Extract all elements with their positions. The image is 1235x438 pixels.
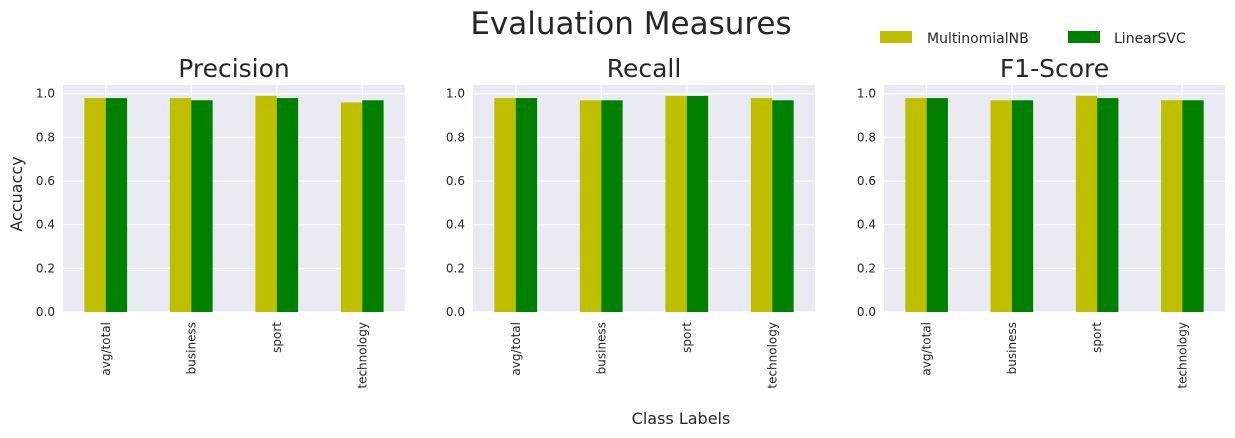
- y-tick-label: 0.2: [857, 261, 876, 275]
- bar-multinomialnb-business: [990, 100, 1012, 313]
- x-tick-label-business: business: [1005, 322, 1019, 374]
- legend-label-linearsvc: LinearSVC: [1114, 31, 1186, 47]
- panel-title: Recall: [607, 54, 682, 83]
- y-tick-label: 0.4: [36, 218, 55, 232]
- bar-linearsvc-avg-total: [515, 98, 538, 312]
- bar-multinomialnb-technology: [750, 98, 773, 312]
- bar-linearsvc-technology: [362, 100, 384, 313]
- y-tick-label: 0.8: [446, 130, 465, 144]
- y-tick-label: 1.0: [446, 87, 465, 101]
- y-tick-label: 0.0: [446, 305, 465, 319]
- x-tick-label-avg-total: avg/total: [509, 322, 523, 376]
- bar-multinomialnb-sport: [665, 95, 687, 313]
- y-tick-label: 0.0: [36, 305, 55, 319]
- x-axis-label: Class Labels: [632, 409, 731, 428]
- x-tick-label-avg-total: avg/total: [920, 322, 934, 376]
- x-tick-label-business: business: [594, 322, 608, 374]
- bar-linearsvc-avg-total: [926, 98, 948, 312]
- x-tick-label-sport: sport: [270, 322, 284, 353]
- panel-title: Precision: [178, 54, 290, 83]
- bar-multinomialnb-sport: [1075, 95, 1098, 313]
- bar-linearsvc-avg-total: [105, 98, 128, 312]
- bar-linearsvc-sport: [686, 95, 709, 313]
- bar-multinomialnb-avg-total: [905, 98, 927, 312]
- y-tick-label: 0.6: [446, 174, 465, 188]
- x-tick-label-business: business: [184, 322, 198, 374]
- legend-swatch-multinomialnb: [880, 31, 912, 43]
- bar-linearsvc-technology: [772, 100, 794, 313]
- panel-f1-score: 0.0 0.2 0.4 0.6 0.8 1.0 avg/total business sport…: [857, 54, 1225, 389]
- y-axis-label: Accuaccy: [7, 156, 26, 231]
- bar-linearsvc-business: [191, 100, 213, 313]
- bar-multinomialnb-business: [169, 98, 192, 312]
- bar-linearsvc-sport: [276, 98, 299, 312]
- bar-multinomialnb-technology: [340, 102, 363, 312]
- bar-linearsvc-sport: [1097, 98, 1119, 312]
- bar-multinomialnb-technology: [1161, 100, 1183, 313]
- y-tick-label: 1.0: [36, 87, 55, 101]
- bar-linearsvc-business: [601, 100, 623, 313]
- x-tick-label-technology: technology: [355, 322, 369, 389]
- x-tick-label-technology: technology: [765, 322, 779, 389]
- y-tick-label: 0.8: [857, 130, 876, 144]
- bar-multinomialnb-sport: [255, 95, 277, 313]
- y-tick-label: 0.4: [446, 218, 465, 232]
- x-tick-label-sport: sport: [1090, 322, 1104, 353]
- y-tick-label: 0.8: [36, 130, 55, 144]
- x-tick-label-avg-total: avg/total: [99, 322, 113, 376]
- panel-title: F1-Score: [1000, 54, 1109, 83]
- panel-precision: 0.0 0.2 0.4 0.6 0.8 1.0 avg/total business sport…: [36, 54, 405, 389]
- legend-swatch-linearsvc: [1068, 31, 1100, 43]
- bar-multinomialnb-business: [579, 100, 602, 313]
- y-tick-label: 0.2: [446, 261, 465, 275]
- subplots: 0.0 0.2 0.4 0.6 0.8 1.0 avg/total business sport…: [36, 54, 1225, 389]
- figure-title: Evaluation Measures: [470, 6, 791, 42]
- legend-label-multinomialnb: MultinomialNB: [927, 31, 1029, 47]
- y-tick-label: 0.2: [36, 261, 55, 275]
- x-tick-label-technology: technology: [1175, 322, 1189, 389]
- y-tick-label: 1.0: [857, 87, 876, 101]
- y-tick-label: 0.6: [857, 174, 876, 188]
- bar-multinomialnb-avg-total: [494, 98, 516, 312]
- legend: MultinomialNB LinearSVC: [880, 31, 1186, 47]
- bar-linearsvc-business: [1011, 100, 1034, 313]
- y-tick-label: 0.6: [36, 174, 55, 188]
- y-tick-label: 0.4: [857, 218, 876, 232]
- y-tick-label: 0.0: [857, 305, 876, 319]
- panel-recall: 0.0 0.2 0.4 0.6 0.8 1.0 avg/total business sport…: [446, 54, 815, 389]
- bar-linearsvc-technology: [1182, 100, 1204, 313]
- x-tick-label-sport: sport: [680, 322, 694, 353]
- bar-multinomialnb-avg-total: [84, 98, 106, 312]
